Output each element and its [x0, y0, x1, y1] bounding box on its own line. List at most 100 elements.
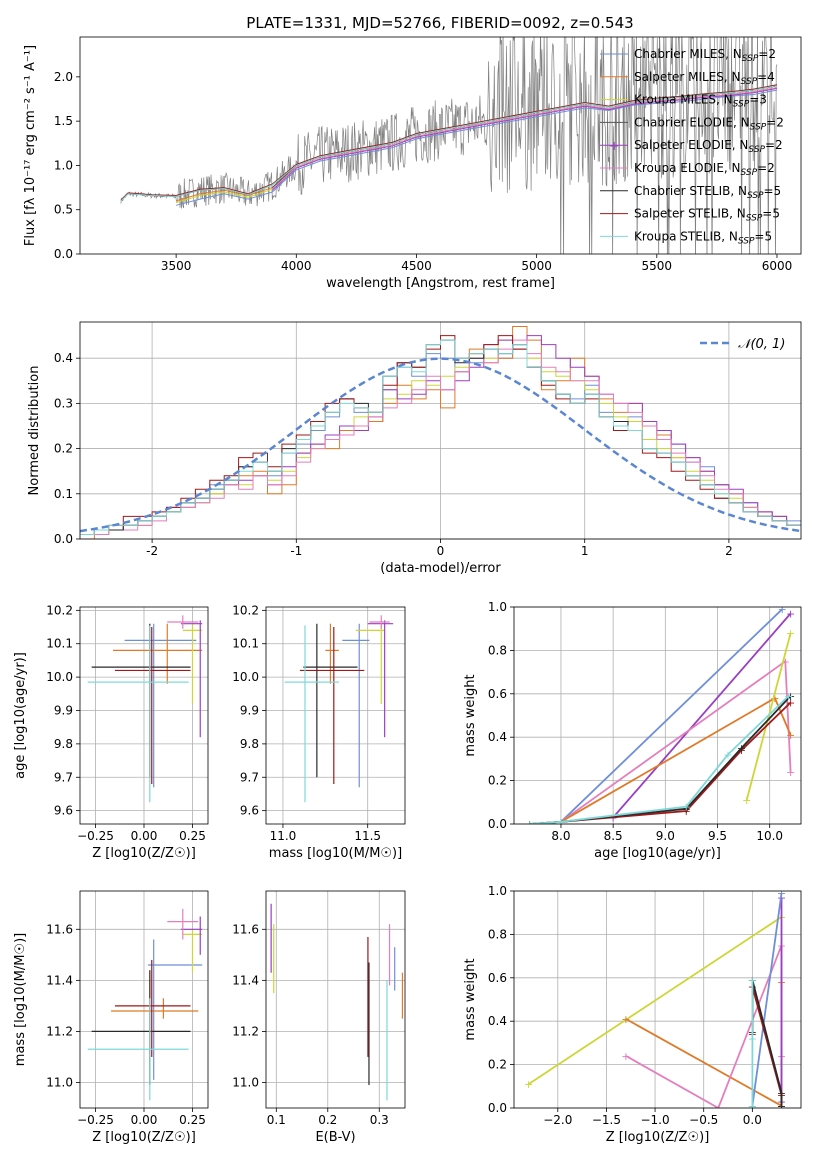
y-tick-label: 9.6 — [240, 804, 259, 818]
x-tick-label: 8.5 — [604, 829, 623, 843]
y-tick-label: 10.0 — [232, 670, 259, 684]
y-tick-label: 1.0 — [488, 600, 507, 614]
x-tick-label: 0.1 — [267, 1113, 286, 1127]
x-axis-label: age [log10(age/yr)] — [594, 846, 721, 861]
mass-weight-marker: + — [682, 803, 691, 816]
plot-area — [120, 37, 778, 254]
mass-weight-marker: + — [777, 887, 786, 900]
x-tick-label: 1 — [581, 544, 589, 558]
x-axis-label: Z [log10(Z/Z☉)] — [606, 1130, 710, 1145]
errorbar-point — [87, 998, 189, 1101]
legend-label: Kroupa MILES, NSSP=3 — [634, 93, 767, 110]
legend: 𝒩(0, 1) — [700, 337, 785, 352]
y-tick-label: 10.1 — [46, 637, 73, 651]
y-tick-label: 9.9 — [54, 703, 73, 717]
y-tick-label: 11.2 — [232, 1024, 259, 1038]
mass-weight-marker: + — [786, 608, 795, 621]
mass-weight-marker: + — [748, 1102, 757, 1115]
mass-weight-marker: + — [682, 801, 691, 814]
plot-area — [284, 615, 394, 803]
mass-weight-marker: + — [737, 744, 746, 757]
y-tick-label: 9.8 — [240, 737, 259, 751]
x-tick-label: 2 — [725, 544, 733, 558]
axes-frame — [79, 321, 802, 540]
mass-weight-marker: + — [682, 805, 691, 818]
y-tick-label: 0.2 — [488, 1058, 507, 1072]
errorbar-point — [369, 615, 390, 629]
x-tick-label: −1.0 — [640, 1113, 669, 1127]
errorbar-point — [87, 625, 189, 803]
errorbar-point — [367, 620, 394, 738]
legend-marker: + — [609, 139, 619, 153]
errorbar-point — [182, 623, 203, 704]
mass-weight-marker: + — [621, 1013, 630, 1026]
mass-weight-marker: + — [556, 816, 565, 829]
y-tick-label: 11.0 — [232, 1075, 259, 1089]
mass-weight-marker: + — [781, 655, 790, 668]
y-tick-label: 11.0 — [46, 1075, 73, 1089]
x-axis-label: E(B-V) — [315, 1130, 355, 1145]
errorbar-point — [112, 623, 203, 684]
mass-weight-marker: + — [748, 1100, 757, 1113]
mass-weight-marker: + — [525, 818, 534, 831]
legend-label: Chabrier ELODIE, NSSP=2 — [634, 115, 784, 132]
x-tick-label: 0.00 — [131, 1113, 158, 1127]
y-tick-label: 11.2 — [46, 1024, 73, 1038]
y-tick-label: 0.1 — [54, 487, 73, 501]
x-tick-label: −1.5 — [592, 1113, 621, 1127]
plot-area: +++++++++++++ +++++ +++++ ++++ — [525, 607, 795, 831]
legend-label: 𝒩(0, 1) — [738, 337, 785, 352]
mass-weight-line — [528, 916, 782, 1085]
y-tick-label: 1.0 — [488, 884, 507, 898]
errorbar-point — [180, 620, 203, 738]
axes-frame — [513, 606, 802, 825]
mass-weight-marker: + — [556, 816, 565, 829]
errorbar-point — [91, 970, 191, 1086]
errorbar-point — [167, 615, 199, 629]
mass-weight-line — [560, 696, 792, 823]
mass-weight-marker: + — [737, 742, 746, 755]
y-tick-label: 10.1 — [232, 637, 259, 651]
mass-weight-marker: + — [777, 1100, 786, 1113]
histogram-step — [80, 339, 801, 535]
y-tick-label: 2.0 — [54, 70, 73, 84]
mass-weight-marker: + — [525, 818, 534, 831]
legend: Chabrier MILES, NSSP=2 Salpeter MILES, NS… — [600, 47, 784, 246]
x-tick-label: 9.5 — [708, 829, 727, 843]
mass-weight-marker: + — [714, 1102, 723, 1115]
model-spectrum-line — [175, 89, 778, 206]
panel-mass_vs_Z: −0.25 0.00 0.25 11.0 11.2 11.4 11.6 Z [log10(Z/… — [13, 890, 209, 1145]
mass-weight-marker: + — [748, 1033, 757, 1046]
x-tick-label: 4500 — [401, 259, 432, 273]
errorbar-point — [342, 623, 370, 788]
errorbar-point — [299, 627, 365, 784]
x-tick-label: 6000 — [762, 259, 793, 273]
mass-weight-marker: + — [770, 692, 779, 705]
y-tick-label: 0.3 — [54, 396, 73, 410]
legend-label: Salpeter STELIB, NSSP=5 — [634, 207, 780, 224]
y-tick-label: 11.4 — [46, 973, 73, 987]
model-spectrum-line — [120, 85, 778, 202]
x-tick-label: 11.0 — [270, 829, 297, 843]
panel-residuals: -2 -1 0 1 2 0.0 0.1 0.2 0.3 0.4 (data-model)/error… — [27, 321, 802, 576]
y-tick-label: 0.4 — [488, 730, 507, 744]
errorbar-point — [182, 929, 203, 973]
axes-frame — [79, 36, 802, 255]
x-axis-label: Z [log10(Z/Z☉)] — [92, 1130, 196, 1145]
plot-area — [87, 615, 203, 803]
y-tick-label: 0.4 — [54, 351, 73, 365]
x-tick-label: −0.5 — [689, 1113, 718, 1127]
y-tick-label: 9.7 — [54, 770, 73, 784]
x-tick-label: −0.25 — [77, 1113, 114, 1127]
x-tick-label: 10.0 — [756, 829, 783, 843]
y-axis-label: mass [log10(M/M☉)] — [13, 933, 28, 1066]
y-tick-label: 0.2 — [54, 442, 73, 456]
errorbar-point — [114, 959, 191, 1057]
panels: 3500 4000 4500 5000 5500 6000 0.0 0.5 1.0 1.5 2.0 w… — [13, 36, 802, 1145]
x-tick-label: 0.25 — [179, 829, 206, 843]
model-spectrum-line — [120, 84, 778, 201]
y-tick-label: 0.0 — [488, 817, 507, 831]
y-axis-label: Normed distribution — [27, 366, 42, 496]
plot-area — [80, 326, 801, 539]
